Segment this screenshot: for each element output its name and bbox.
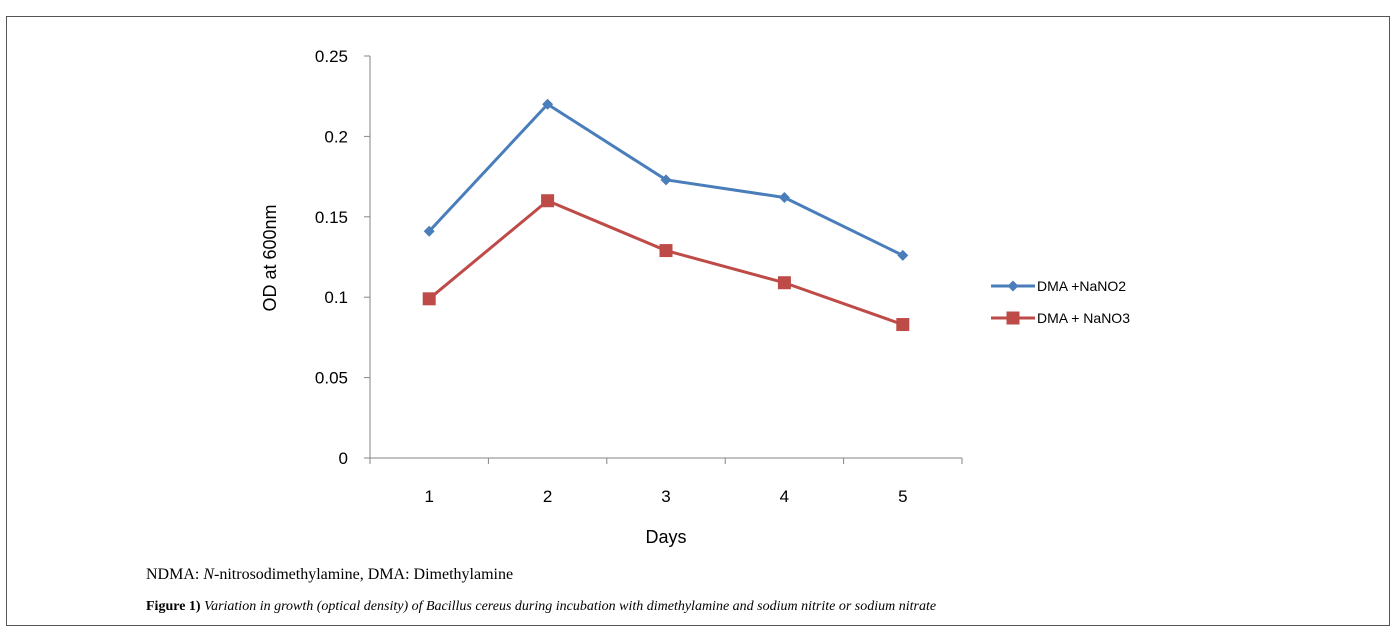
x-tick-label: 2 <box>543 487 552 506</box>
abbreviations-note: NDMA: N-nitrosodimethylamine, DMA: Dimet… <box>146 566 513 584</box>
series-2 <box>422 194 910 332</box>
figure-caption: Figure 1) Variation in growth (optical d… <box>146 599 936 615</box>
series-1 <box>423 98 909 261</box>
data-point <box>423 225 435 237</box>
data-point <box>660 174 672 186</box>
data-point <box>422 292 436 306</box>
y-tick-label: 0.2 <box>324 127 348 146</box>
caption-text: Variation in growth (optical density) of… <box>200 599 937 614</box>
legend: DMA +NaNO2 DMA + NaNO3 <box>991 278 1130 326</box>
legend-marker <box>1007 280 1019 292</box>
figure-frame <box>6 16 1390 626</box>
abbrev-rest: -nitrosodimethylamine, DMA: Dimethylamin… <box>214 566 514 583</box>
y-tick-label: 0 <box>339 449 348 468</box>
data-point <box>778 192 790 204</box>
data-point <box>541 194 555 208</box>
y-tick-label: 0.1 <box>324 288 348 307</box>
abbrev-prefix: NDMA: <box>146 566 204 583</box>
legend-item: DMA +NaNO2 <box>991 278 1126 294</box>
data-point <box>777 276 791 290</box>
y-tick-label: 0.15 <box>315 208 348 227</box>
data-point <box>897 249 909 261</box>
data-point <box>542 98 554 110</box>
legend-item: DMA + NaNO3 <box>991 310 1130 326</box>
x-tick-label: 3 <box>661 487 670 506</box>
x-axis-title: Days <box>645 527 686 547</box>
y-tick-label: 0.25 <box>315 47 348 66</box>
data-point <box>659 244 673 258</box>
y-axis-title: OD at 600nm <box>260 204 280 311</box>
abbrev-italic: N <box>203 566 215 583</box>
legend-label: DMA + NaNO3 <box>1037 310 1130 326</box>
caption-label: Figure 1) <box>146 599 201 614</box>
x-tick-label: 5 <box>898 487 907 506</box>
x-tick-label: 1 <box>424 487 433 506</box>
legend-marker <box>1006 311 1020 325</box>
legend-label: DMA +NaNO2 <box>1037 278 1126 294</box>
y-tick-label: 0.05 <box>315 369 348 388</box>
x-tick-label: 4 <box>780 487 789 506</box>
data-point <box>896 318 910 332</box>
